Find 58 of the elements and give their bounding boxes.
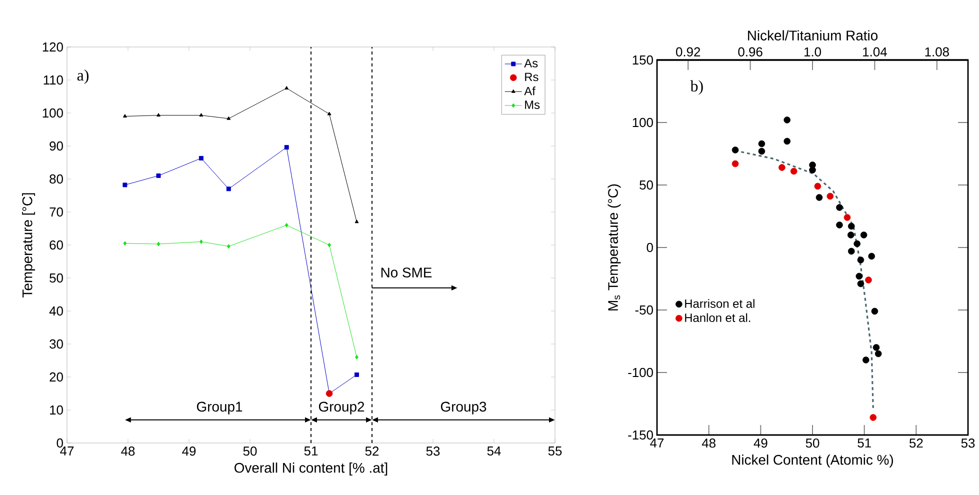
x2-tick-label: 0.92 — [676, 47, 700, 56]
annotation: No SME — [381, 268, 432, 278]
x-tick-label: 53 — [961, 438, 975, 448]
x-tick-label: 47 — [650, 438, 664, 448]
y-tick-label: 0 — [56, 438, 63, 448]
legend-label: As — [524, 59, 538, 68]
y-tick-label: -150 — [628, 430, 653, 440]
x2-axis-title: Nickel/Titanium Ratio — [748, 30, 878, 40]
y-tick-label: 120 — [42, 42, 63, 52]
x2-tick-label: 1.0 — [804, 47, 822, 56]
annotation: Group3 — [440, 402, 486, 414]
annotation: a) — [77, 69, 89, 84]
legend-label: Ms — [525, 100, 540, 109]
legend-label: Hanlon et al. — [685, 313, 750, 322]
legend-label: Harrison et al — [685, 299, 754, 308]
y-tick-label: -100 — [628, 368, 653, 378]
y-tick-label: 70 — [50, 207, 63, 217]
x2-tick-label: 1.04 — [863, 47, 887, 56]
y-tick-label: 90 — [50, 141, 63, 151]
x-tick-label: 52 — [909, 438, 923, 448]
annotation: Group2 — [318, 402, 364, 414]
x2-tick-label: 1.08 — [925, 47, 949, 56]
y-tick-label: 50 — [50, 273, 63, 283]
x-axis-title: Nickel Content (Atomic %) — [732, 454, 893, 468]
x-tick-label: 48 — [702, 438, 716, 448]
x-tick-label: 48 — [121, 446, 135, 456]
annotation: Group1 — [196, 402, 242, 414]
y-tick-label: 0 — [646, 242, 653, 252]
annotation: b) — [690, 80, 703, 95]
x-tick-label: 51 — [304, 446, 318, 456]
x-tick-label: 54 — [487, 446, 501, 456]
x-tick-label: 47 — [60, 446, 74, 456]
y-tick-label: 60 — [50, 240, 63, 250]
x-tick-label: 51 — [858, 438, 871, 448]
x-tick-label: 49 — [182, 446, 196, 456]
x-tick-label: 53 — [426, 446, 440, 456]
x-axis-title: Overall Ni content [% .at] — [234, 462, 388, 476]
y-tick-label: 30 — [50, 339, 63, 349]
y-tick-label: 80 — [50, 174, 63, 184]
y-axis-title: M$_{s}$ Temperature (°C) — [608, 184, 621, 310]
x-tick-label: 55 — [548, 446, 562, 456]
y-tick-label: 50 — [640, 180, 653, 190]
x2-tick-label: 0.96 — [738, 47, 762, 56]
y-axis-title: Temperature [°C] — [22, 193, 36, 298]
x-tick-label: 50 — [806, 438, 820, 448]
y-tick-label: 40 — [49, 306, 63, 316]
y-tick-label: 100 — [632, 118, 653, 128]
legend-label: Rs — [525, 72, 538, 82]
x-tick-label: 49 — [754, 438, 768, 448]
y-tick-label: 110 — [44, 75, 63, 85]
y-tick-label: 20 — [50, 372, 63, 382]
y-tick-label: 10 — [50, 405, 63, 415]
x-tick-label: 50 — [243, 446, 257, 456]
legend-label: Af — [524, 86, 536, 96]
y-tick-label: -50 — [635, 305, 653, 315]
x-tick-label: 52 — [365, 446, 379, 456]
y-tick-label: 150 — [632, 55, 653, 65]
y-tick-label: 100 — [42, 108, 63, 118]
